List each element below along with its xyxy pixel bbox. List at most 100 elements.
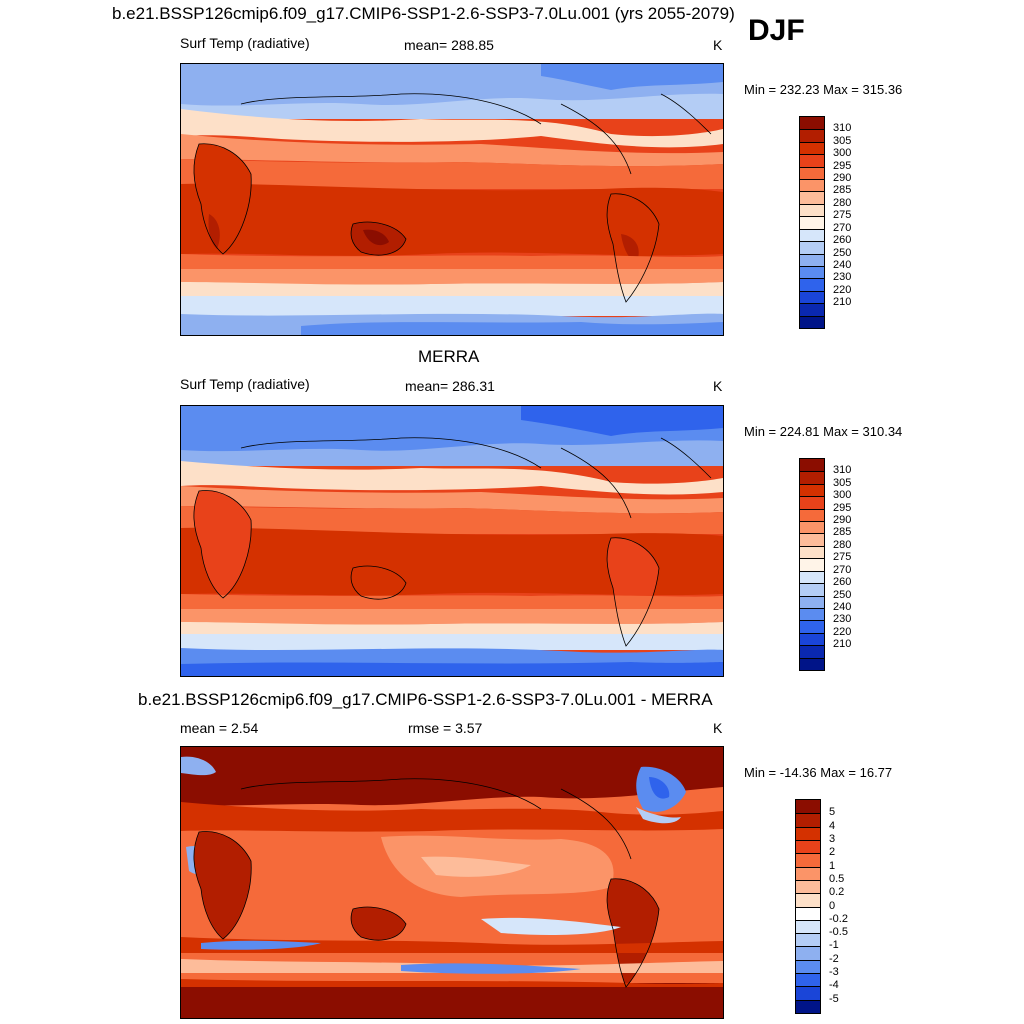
colorbar-segment [800,241,824,254]
colorbar-segment [800,303,824,316]
colorbar-tick-label: 305 [833,476,852,489]
panel-2-variable-label: Surf Temp (radiative) [180,376,310,392]
colorbar-segment [800,471,824,484]
colorbar-segment [800,265,824,279]
colorbar-tick-label: 290 [833,172,852,185]
colorbar-tick-label: 250 [833,246,852,259]
colorbar-tick-label: 310 [833,464,852,477]
panel-3-mean-label: mean = 2.54 [180,720,259,736]
colorbar-tick-label: 240 [833,600,852,613]
colorbar-segment [800,290,824,304]
panel-3-minmax: Min = -14.36 Max = 16.77 [744,765,893,780]
colorbar-tick-label: 300 [833,489,852,502]
panel-1-mean-label: mean= 288.85 [404,37,494,53]
panel-1-minmax: Min = 232.23 Max = 315.36 [744,82,903,97]
colorbar-segment [800,595,824,608]
colorbar-tick-label: 290 [833,514,852,527]
colorbar-segment [796,800,820,814]
colorbar-tick-label: -5 [829,992,839,1005]
colorbar-tick-label: 230 [833,613,852,626]
colorbar-segment [796,946,820,960]
colorbar-tick-label: 2 [829,846,836,859]
colorbar-tick-label: 305 [833,134,852,147]
colorbar-tick-label: 275 [833,209,852,222]
panel-1-colorbar [799,116,825,329]
panel-3-colorbar [795,799,821,1014]
colorbar-segment [800,570,824,584]
colorbar-segment [800,483,824,497]
colorbar-tick-label: 310 [833,122,852,135]
colorbar-segment [800,558,824,571]
colorbar-tick-label: -1 [829,939,839,952]
panel-1-variable-label: Surf Temp (radiative) [180,35,310,51]
colorbar-tick-label: 250 [833,588,852,601]
colorbar-tick-label: 220 [833,283,852,296]
colorbar-segment [800,278,824,291]
colorbar-segment [796,986,820,1000]
colorbar-segment [796,933,820,947]
colorbar-segment [796,919,820,934]
colorbar-tick-label: 0.5 [829,872,845,885]
colorbar-segment [796,813,820,827]
colorbar-segment [800,203,824,217]
colorbar-segment [796,839,820,854]
panel-3-map [180,746,724,1019]
colorbar-segment [796,866,820,880]
colorbar-segment [800,459,824,472]
colorbar-segment [796,893,820,907]
colorbar-tick-label: 260 [833,576,852,589]
panel-2-units: K [713,378,723,394]
colorbar-tick-label: 275 [833,551,852,564]
colorbar-segment [800,315,824,328]
colorbar-tick-label: 260 [833,234,852,247]
colorbar-segment [800,508,824,522]
colorbar-tick-label: 240 [833,258,852,271]
panel-3-rmse-label: rmse = 3.57 [408,720,483,736]
colorbar-segment [800,117,824,130]
colorbar-segment [800,166,824,180]
colorbar-tick-label: 285 [833,526,852,539]
colorbar-tick-label: 0.2 [829,886,845,899]
colorbar-tick-label: 4 [829,819,836,832]
colorbar-segment [800,253,824,266]
panel-2-map [180,405,724,677]
panel-2-colorbar [799,458,825,671]
panel-1-map-graphic [181,64,723,335]
colorbar-tick-label: 300 [833,147,852,160]
panel-2-map-graphic [181,406,723,676]
panel-2-title: MERRA [418,347,480,366]
colorbar-tick-label: 270 [833,563,852,576]
panel-3-map-graphic [181,747,723,1018]
colorbar-tick-label: 270 [833,221,852,234]
colorbar-segment [800,216,824,229]
colorbar-segment [800,179,824,192]
panel-1-map [180,63,724,336]
colorbar-tick-label: 295 [833,501,852,514]
colorbar-tick-label: 285 [833,184,852,197]
colorbar-segment [800,129,824,142]
colorbar-segment [800,632,824,646]
colorbar-segment [796,826,820,840]
colorbar-tick-label: 5 [829,806,836,819]
colorbar-tick-label: -4 [829,979,839,992]
colorbar-tick-label: 1 [829,859,836,872]
colorbar-segment [800,141,824,155]
colorbar-tick-label: -2 [829,952,839,965]
colorbar-tick-label: 220 [833,625,852,638]
colorbar-segment [800,533,824,546]
colorbar-segment [796,879,820,894]
colorbar-tick-label: -0.2 [829,912,848,925]
colorbar-segment [800,521,824,534]
colorbar-tick-label: 0 [829,899,836,912]
season-label: DJF [748,14,805,47]
panel-1-units: K [713,37,723,53]
colorbar-tick-label: 280 [833,196,852,209]
colorbar-segment [796,906,820,920]
colorbar-tick-label: 3 [829,832,836,845]
colorbar-segment [800,620,824,633]
colorbar-segment [796,959,820,974]
colorbar-segment [800,154,824,167]
panel-2-mean-label: mean= 286.31 [405,378,495,394]
colorbar-segment [796,853,820,867]
colorbar-segment [800,657,824,670]
